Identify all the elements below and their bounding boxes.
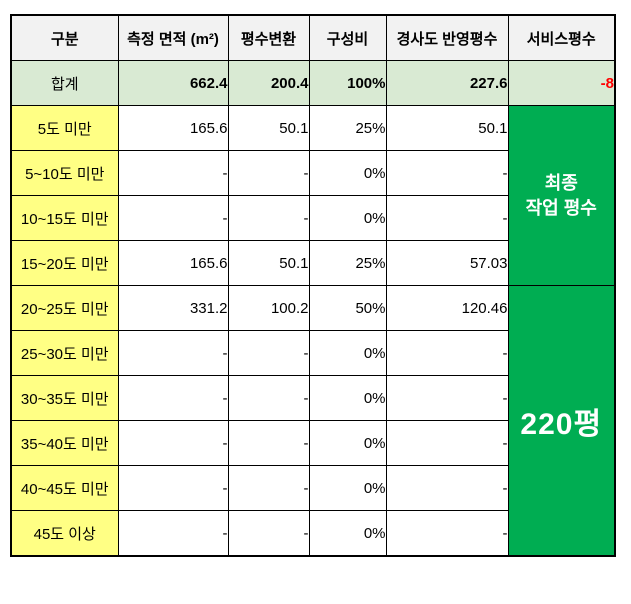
area-cell: - xyxy=(117,375,229,421)
total-slope-pyeong: 227.6 xyxy=(385,60,509,106)
area-cell: - xyxy=(117,465,229,511)
total-label: 합계 xyxy=(10,60,119,106)
total-pyeong: 200.4 xyxy=(227,60,310,106)
ratio-cell: 25% xyxy=(308,240,387,286)
column-header-service-pyeong: 서비스평수 xyxy=(507,14,616,61)
category-cell: 25~30도 미만 xyxy=(10,330,119,376)
pyeong-cell: 50.1 xyxy=(227,240,310,286)
final-work-pyeong-line1: 최종 xyxy=(544,173,578,194)
column-header-composition-ratio: 구성비 xyxy=(308,14,387,61)
ratio-cell: 25% xyxy=(308,105,387,151)
slope-pyeong-cell: - xyxy=(385,150,509,196)
category-cell: 40~45도 미만 xyxy=(10,465,119,511)
total-area: 662.4 xyxy=(117,60,229,106)
column-header-category: 구분 xyxy=(10,14,119,61)
slope-pyeong-cell: 120.46 xyxy=(385,285,509,331)
category-cell: 35~40도 미만 xyxy=(10,420,119,466)
slope-pyeong-cell: 50.1 xyxy=(385,105,509,151)
table-row: 25~30도 미만 - - 0% - xyxy=(10,330,615,376)
category-cell: 45도 이상 xyxy=(10,510,119,557)
final-work-pyeong-cell: 최종 작업 평수 xyxy=(507,105,616,286)
final-total-pyeong-value: 220평 xyxy=(520,407,603,441)
final-total-pyeong-cell: 220평 xyxy=(507,285,616,557)
category-cell: 30~35도 미만 xyxy=(10,375,119,421)
ratio-cell: 0% xyxy=(308,420,387,466)
final-work-pyeong-line2: 작업 평수 xyxy=(525,197,597,218)
ratio-cell: 0% xyxy=(308,465,387,511)
total-ratio: 100% xyxy=(308,60,387,106)
slope-pyeong-cell: - xyxy=(385,375,509,421)
slope-pyeong-cell: - xyxy=(385,510,509,557)
area-cell: - xyxy=(117,510,229,557)
pyeong-cell: - xyxy=(227,330,310,376)
pyeong-cell: - xyxy=(227,375,310,421)
pyeong-cell: - xyxy=(227,510,310,557)
area-cell: - xyxy=(117,195,229,241)
category-cell: 5도 미만 xyxy=(10,105,119,151)
slope-pyeong-cell: - xyxy=(385,420,509,466)
pyeong-cell: 50.1 xyxy=(227,105,310,151)
pyeong-cell: 100.2 xyxy=(227,285,310,331)
ratio-cell: 0% xyxy=(308,510,387,557)
category-cell: 20~25도 미만 xyxy=(10,285,119,331)
slope-pyeong-cell: - xyxy=(385,330,509,376)
area-cell: - xyxy=(117,330,229,376)
ratio-cell: 0% xyxy=(308,375,387,421)
slope-pyeong-cell: 57.03 xyxy=(385,240,509,286)
pyeong-cell: - xyxy=(227,420,310,466)
pyeong-cell: - xyxy=(227,465,310,511)
slope-pyeong-cell: - xyxy=(385,465,509,511)
ratio-cell: 0% xyxy=(308,330,387,376)
table-row: 40~45도 미만 - - 0% - xyxy=(10,465,615,511)
table-row: 10~15도 미만 - - 0% - xyxy=(10,195,615,241)
table-row: 5도 미만 165.6 50.1 25% 50.1 최종 작업 평수 xyxy=(10,105,616,286)
area-cell: 331.2 xyxy=(117,285,229,331)
column-header-slope-adjusted-pyeong: 경사도 반영평수 xyxy=(385,14,509,61)
area-cell: - xyxy=(117,150,229,196)
column-header-measured-area: 측정 면적 (m²) xyxy=(117,14,229,61)
pyeong-cell: - xyxy=(227,150,310,196)
table-row: 35~40도 미만 - - 0% - xyxy=(10,420,615,466)
table-row: 15~20도 미만 165.6 50.1 25% 57.03 xyxy=(10,240,615,286)
ratio-cell: 0% xyxy=(308,150,387,196)
ratio-cell: 50% xyxy=(308,285,387,331)
category-cell: 5~10도 미만 xyxy=(10,150,119,196)
category-cell: 10~15도 미만 xyxy=(10,195,119,241)
ratio-cell: 0% xyxy=(308,195,387,241)
area-cell: - xyxy=(117,420,229,466)
pyeong-cell: - xyxy=(227,195,310,241)
table-row: 5~10도 미만 - - 0% - xyxy=(10,150,615,196)
table-row: 45도 이상 - - 0% - xyxy=(10,510,615,557)
category-cell: 15~20도 미만 xyxy=(10,240,119,286)
total-service-pyeong: -8 xyxy=(507,60,616,106)
header-row: 구분 측정 면적 (m²) 평수변환 구성비 경사도 반영평수 서비스평수 xyxy=(10,14,616,61)
total-row: 합계 662.4 200.4 100% 227.6 -8 xyxy=(10,60,616,106)
slope-pyeong-cell: - xyxy=(385,195,509,241)
column-header-pyeong-conversion: 평수변환 xyxy=(227,14,310,61)
slope-area-table: 구분 측정 면적 (m²) 평수변환 구성비 경사도 반영평수 서비스평수 합계… xyxy=(10,14,616,557)
table-row: 30~35도 미만 - - 0% - xyxy=(10,375,615,421)
area-cell: 165.6 xyxy=(117,240,229,286)
area-cell: 165.6 xyxy=(117,105,229,151)
table-row: 20~25도 미만 331.2 100.2 50% 120.46 220평 xyxy=(10,285,616,557)
